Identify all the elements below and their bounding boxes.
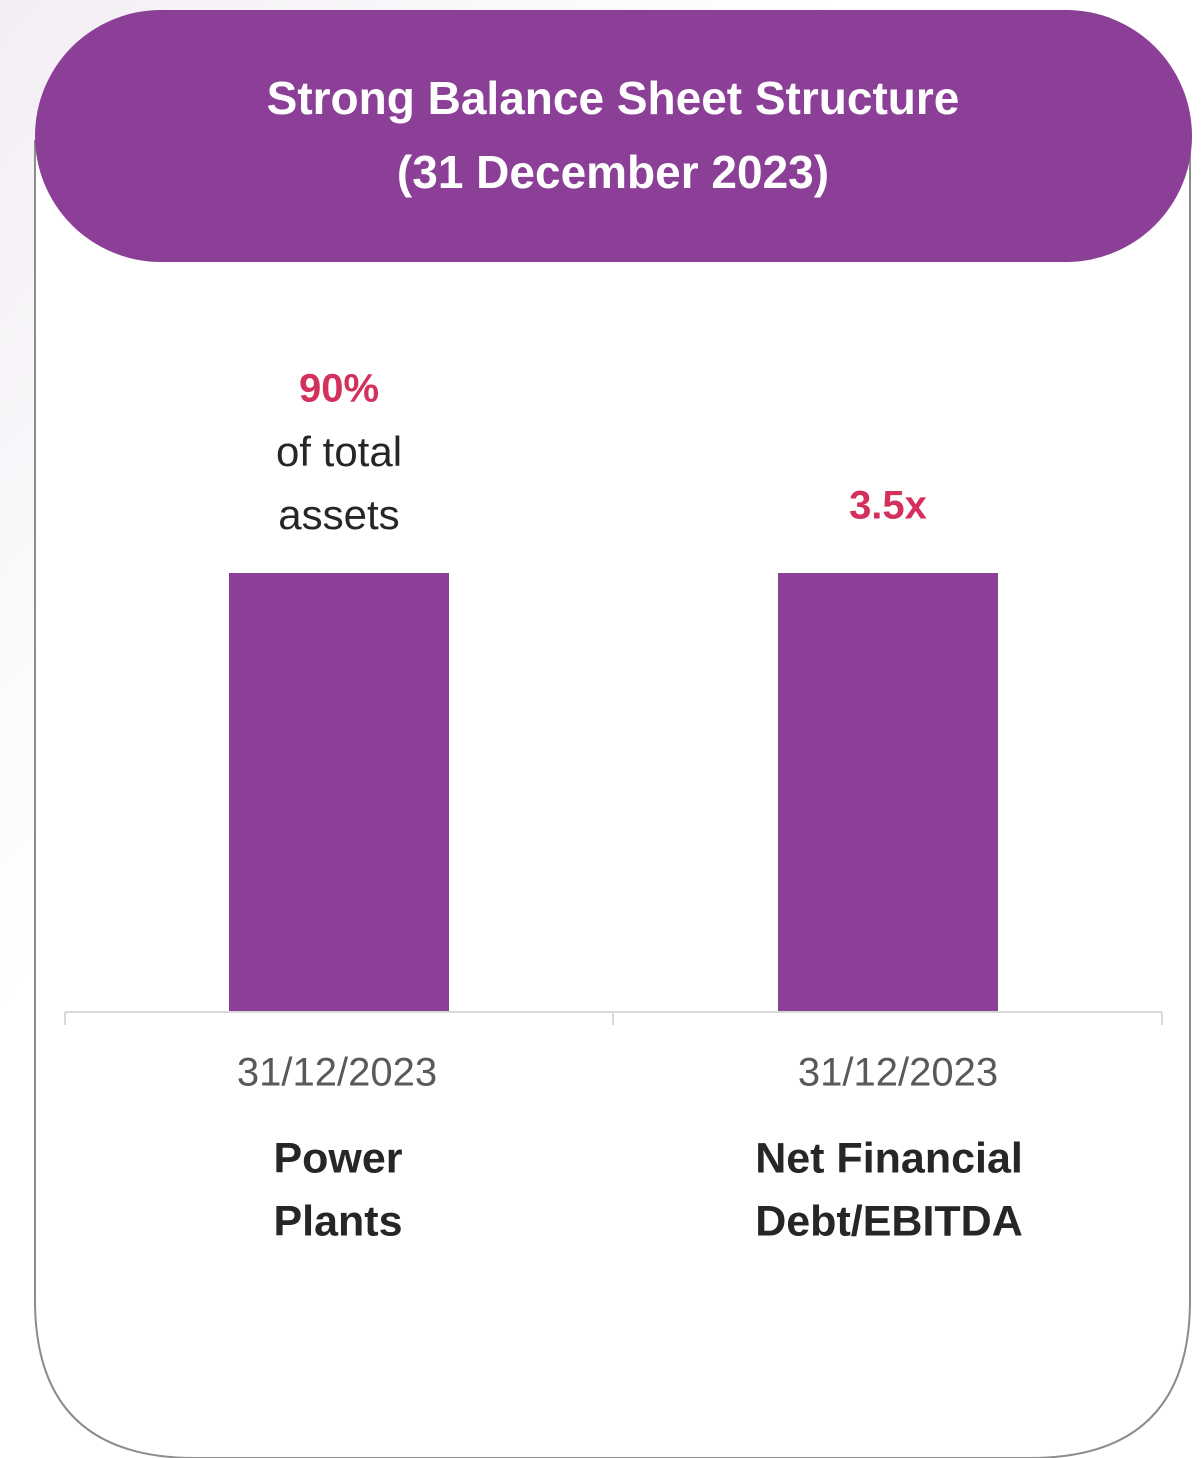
item-date: 31/12/2023 bbox=[237, 1051, 437, 1095]
bar bbox=[778, 573, 998, 1011]
item-value: 90% bbox=[299, 367, 379, 411]
subtitle: (31 December 2023) bbox=[397, 146, 829, 198]
item-label: Power bbox=[273, 1134, 402, 1182]
title: Strong Balance Sheet Structure bbox=[267, 72, 960, 124]
bar bbox=[229, 573, 449, 1011]
item-label: Debt/EBITDA bbox=[755, 1197, 1023, 1245]
item-label: Plants bbox=[273, 1197, 402, 1245]
item-value: 3.5x bbox=[849, 484, 927, 528]
header-pill bbox=[35, 10, 1192, 262]
item-note: of total bbox=[276, 428, 402, 475]
card-border bbox=[34, 140, 1191, 1458]
item-label: Net Financial bbox=[755, 1134, 1023, 1182]
item-note: assets bbox=[278, 491, 399, 538]
item-date: 31/12/2023 bbox=[798, 1051, 998, 1095]
